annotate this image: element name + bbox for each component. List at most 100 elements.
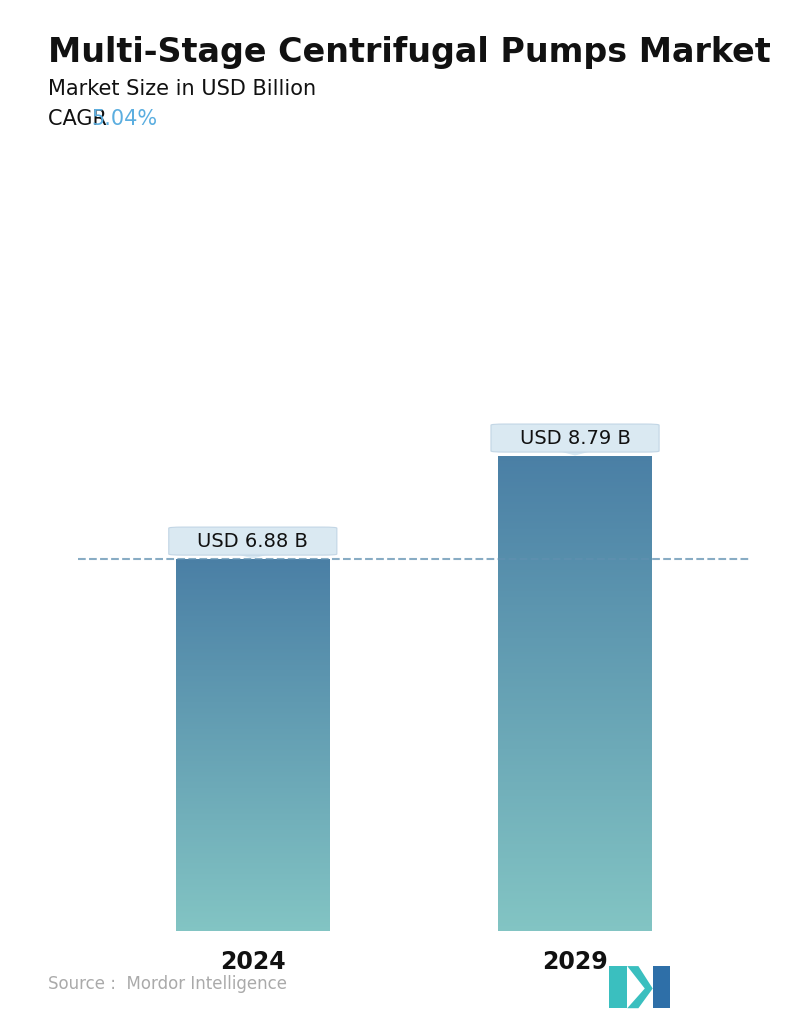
Bar [176, 893, 330, 894]
Bar [498, 658, 652, 659]
Bar [498, 799, 652, 801]
Bar [176, 878, 330, 879]
Bar [498, 590, 652, 592]
Bar [176, 802, 330, 803]
Bar [176, 607, 330, 608]
Bar [176, 731, 330, 733]
Bar [176, 729, 330, 730]
Bar [176, 839, 330, 841]
Bar [176, 567, 330, 568]
Bar [498, 872, 652, 874]
Bar [176, 773, 330, 774]
Bar [498, 604, 652, 605]
Bar [498, 556, 652, 557]
Bar [498, 583, 652, 584]
Bar [176, 559, 330, 560]
Bar [176, 774, 330, 776]
Bar [498, 728, 652, 730]
Bar [498, 644, 652, 646]
Bar [176, 640, 330, 641]
Bar [498, 748, 652, 749]
Bar [176, 634, 330, 635]
Bar [498, 476, 652, 477]
Bar [176, 668, 330, 670]
Bar [498, 605, 652, 607]
Bar [498, 752, 652, 754]
Bar [176, 590, 330, 591]
Bar [176, 761, 330, 762]
Bar [498, 763, 652, 764]
Bar [498, 530, 652, 533]
Bar [498, 757, 652, 758]
Bar [498, 685, 652, 686]
Bar [176, 602, 330, 603]
Bar [498, 467, 652, 469]
Bar [176, 870, 330, 872]
Bar [498, 731, 652, 733]
Bar [498, 483, 652, 485]
Bar [176, 661, 330, 662]
Bar [176, 711, 330, 712]
Bar [176, 686, 330, 687]
Bar [498, 521, 652, 523]
Bar [176, 699, 330, 700]
Bar [498, 677, 652, 679]
Bar [498, 815, 652, 817]
Bar [176, 902, 330, 904]
Bar [176, 688, 330, 690]
Bar [176, 910, 330, 911]
Bar [498, 707, 652, 709]
Bar [176, 790, 330, 791]
Bar [176, 888, 330, 890]
Bar [498, 482, 652, 483]
Bar [176, 616, 330, 617]
Bar [498, 456, 652, 458]
Bar [176, 920, 330, 922]
Bar [498, 764, 652, 766]
Bar [498, 782, 652, 784]
Bar [176, 749, 330, 750]
Bar [176, 926, 330, 929]
Bar [176, 772, 330, 773]
Bar [498, 518, 652, 520]
Bar [498, 788, 652, 790]
Bar [498, 784, 652, 785]
Bar [498, 910, 652, 912]
Text: CAGR: CAGR [48, 109, 113, 128]
Bar [176, 860, 330, 861]
Bar [176, 922, 330, 923]
Bar [176, 630, 330, 631]
Bar [176, 811, 330, 812]
Bar [498, 749, 652, 751]
Bar [176, 831, 330, 832]
Bar [176, 727, 330, 728]
Text: Multi-Stage Centrifugal Pumps Market: Multi-Stage Centrifugal Pumps Market [48, 36, 771, 69]
Bar [176, 612, 330, 614]
Bar [176, 859, 330, 860]
Bar [498, 614, 652, 616]
Bar [498, 829, 652, 831]
Bar [498, 865, 652, 868]
Bar [498, 746, 652, 748]
Bar [176, 800, 330, 802]
Bar [176, 572, 330, 573]
Bar [176, 735, 330, 736]
Bar [176, 674, 330, 676]
Bar [498, 700, 652, 701]
Bar [176, 763, 330, 765]
Bar [176, 722, 330, 723]
Polygon shape [560, 451, 591, 455]
Bar [176, 834, 330, 835]
Bar [176, 848, 330, 849]
Bar [176, 837, 330, 838]
Bar [498, 676, 652, 677]
Bar [498, 922, 652, 924]
Bar [498, 635, 652, 637]
Bar [498, 703, 652, 704]
Bar [498, 634, 652, 635]
Bar [176, 690, 330, 691]
Bar [498, 927, 652, 929]
Bar [176, 653, 330, 655]
Bar [498, 470, 652, 473]
Bar [176, 666, 330, 667]
